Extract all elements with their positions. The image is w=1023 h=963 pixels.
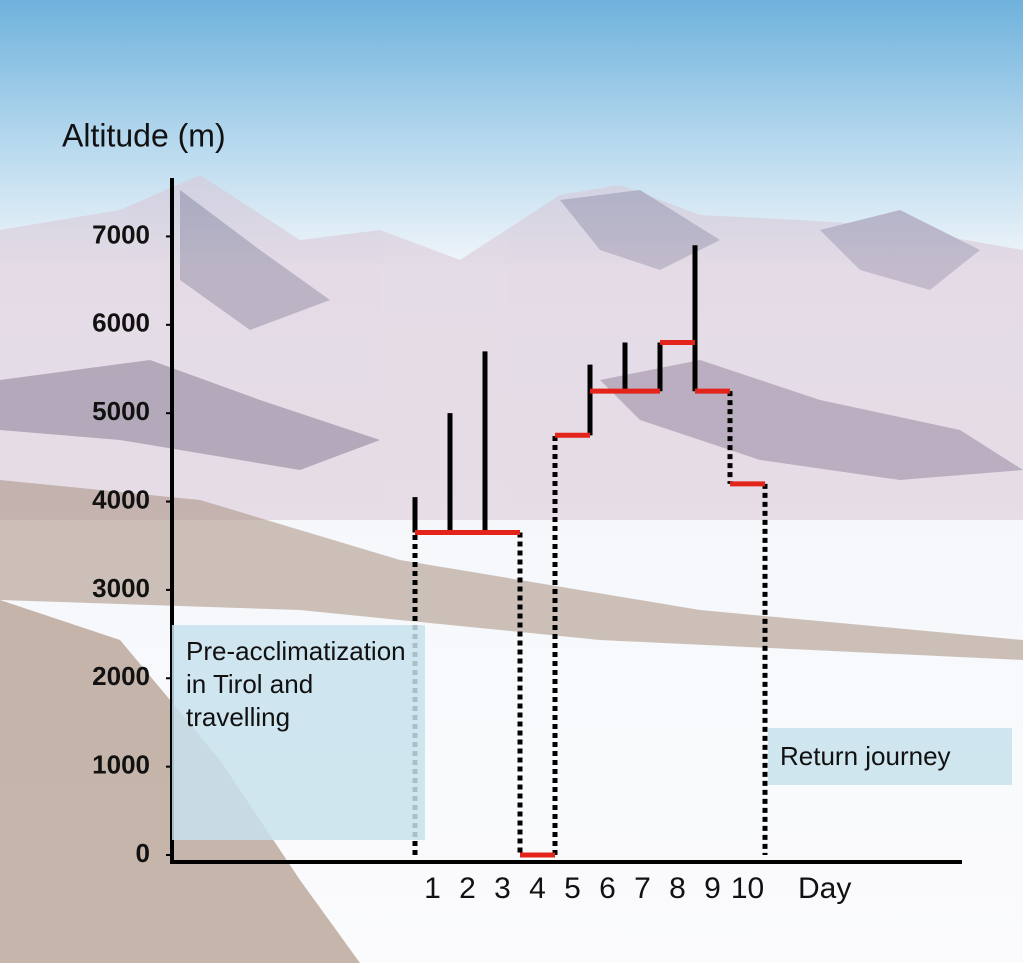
x-tick-label: 10 — [731, 872, 764, 905]
x-tick-label: 2 — [459, 872, 476, 905]
x-tick-label: 9 — [704, 872, 721, 905]
annotation: Pre-acclimatization in Tirol and travell… — [172, 625, 425, 840]
x-tick-label: 3 — [494, 872, 511, 905]
y-tick-label: 1000 — [92, 750, 150, 780]
x-tick-label: 8 — [669, 872, 686, 905]
y-tick-label: 2000 — [92, 661, 150, 691]
x-tick-label: 1 — [424, 872, 441, 905]
x-tick-label: 4 — [529, 872, 546, 905]
y-tick-label: 3000 — [92, 573, 150, 603]
x-tick-label: 7 — [634, 872, 651, 905]
x-tick-label: 5 — [564, 872, 581, 905]
y-tick-label: 5000 — [92, 396, 150, 426]
y-tick-label: 6000 — [92, 308, 150, 338]
y-axis-title: Altitude (m) — [62, 117, 226, 153]
x-tick-label: 6 — [599, 872, 616, 905]
y-tick-label: 4000 — [92, 484, 150, 514]
x-axis-title: Day — [798, 872, 851, 905]
ridge — [0, 480, 1023, 660]
annotation: Return journey — [768, 728, 1012, 785]
mountains — [0, 175, 1023, 520]
y-tick-label: 0 — [136, 838, 150, 868]
y-tick-label: 7000 — [92, 219, 150, 249]
